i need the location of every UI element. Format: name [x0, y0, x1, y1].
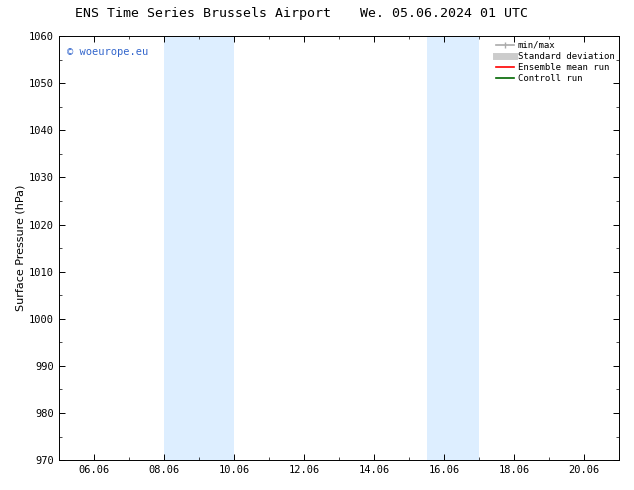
Y-axis label: Surface Pressure (hPa): Surface Pressure (hPa) [15, 185, 25, 311]
Legend: min/max, Standard deviation, Ensemble mean run, Controll run: min/max, Standard deviation, Ensemble me… [495, 39, 616, 85]
Text: We. 05.06.2024 01 UTC: We. 05.06.2024 01 UTC [360, 7, 527, 21]
Text: © woeurope.eu: © woeurope.eu [67, 47, 149, 57]
Bar [164, 36, 234, 460]
Bar [427, 36, 479, 460]
Text: ENS Time Series Brussels Airport: ENS Time Series Brussels Airport [75, 7, 331, 21]
